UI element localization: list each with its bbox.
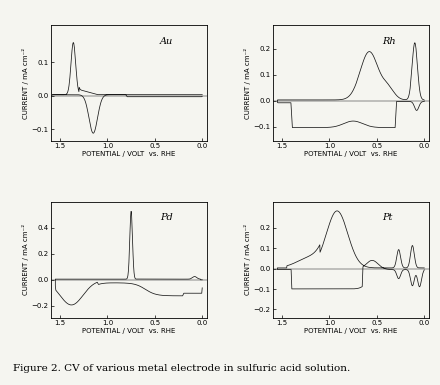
Text: Pd: Pd [160,213,173,222]
Text: Pt: Pt [382,213,392,222]
X-axis label: POTENTIAL / VOLT  vs. RHE: POTENTIAL / VOLT vs. RHE [304,151,397,157]
Text: Figure 2. CV of various metal electrode in sulfuric acid solution.: Figure 2. CV of various metal electrode … [13,365,350,373]
Y-axis label: CURRENT / mA cm⁻²: CURRENT / mA cm⁻² [244,47,251,119]
Text: Rh: Rh [382,37,396,46]
Y-axis label: CURRENT / mA cm⁻²: CURRENT / mA cm⁻² [22,47,29,119]
Y-axis label: CURRENT / mA cm⁻²: CURRENT / mA cm⁻² [22,224,29,295]
X-axis label: POTENTIAL / VOLT  vs. RHE: POTENTIAL / VOLT vs. RHE [82,328,176,334]
Text: Au: Au [160,37,173,46]
X-axis label: POTENTIAL / VOLT  vs. RHE: POTENTIAL / VOLT vs. RHE [304,328,397,334]
Y-axis label: CURRENT / mA cm⁻²: CURRENT / mA cm⁻² [244,224,251,295]
X-axis label: POTENTIAL / VOLT  vs. RHE: POTENTIAL / VOLT vs. RHE [82,151,176,157]
